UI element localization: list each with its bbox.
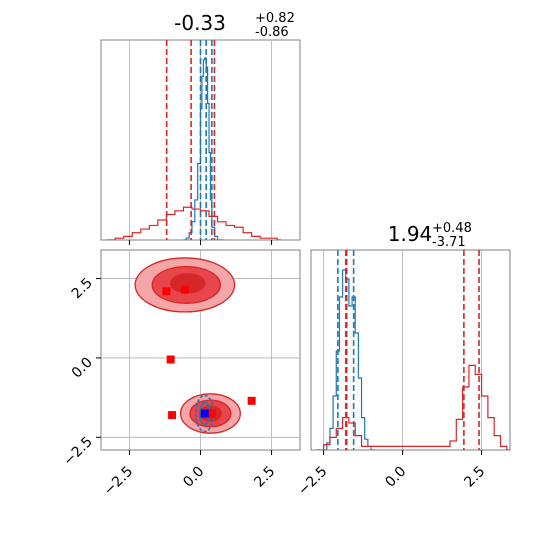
red-square-marker <box>247 396 256 405</box>
red-square-marker <box>166 355 175 364</box>
blue-histogram <box>323 269 376 450</box>
marginal-y-ticks: −2.5 0.0 2.5 <box>295 450 488 499</box>
marginal-x-ticks <box>128 240 273 245</box>
red-histogram <box>106 206 282 240</box>
red-square-marker <box>180 285 189 294</box>
y-tick-label: −2.5 <box>60 434 95 469</box>
x-tick-label: 2.5 <box>251 464 278 491</box>
red-histogram <box>317 364 510 450</box>
marginal-y-title-minus: -3.71 <box>432 235 466 250</box>
marginal-x-title-value: -0.33 <box>174 11 226 35</box>
joint-markers <box>162 285 256 420</box>
marginal-x-panel: -0.33 +0.82 -0.86 <box>100 11 301 245</box>
marginal-y-histograms <box>317 250 510 450</box>
marginal-y-grid <box>323 250 482 450</box>
blue-histogram <box>183 57 225 240</box>
joint-panel: −2.5 0.0 2.5 −2.5 0.0 2.5 <box>60 249 301 499</box>
red-square-marker <box>207 409 216 418</box>
marginal-y-title-value: 1.94 <box>388 222 433 246</box>
red-square-marker <box>162 287 171 296</box>
x-tick-label: 2.5 <box>461 464 488 491</box>
marginal-x-title: -0.33 <box>174 11 226 35</box>
y-tick-label: 2.5 <box>69 275 96 302</box>
x-tick-label: −2.5 <box>295 464 330 499</box>
x-tick-label: 0.0 <box>382 464 409 491</box>
marginal-y-frame <box>310 249 511 451</box>
red-square-marker <box>168 411 177 420</box>
marginal-y-title-plus: +0.48 <box>432 221 472 236</box>
marginal-x-title-minus: -0.86 <box>255 25 289 40</box>
marginal-y-panel: −2.5 0.0 2.5 1.94 +0.48 -3.71 <box>295 221 511 499</box>
marginal-x-title-plus: +0.82 <box>255 11 295 26</box>
x-tick-label: −2.5 <box>101 464 136 499</box>
marginal-y-title: 1.94 <box>388 222 433 246</box>
y-tick-label: 0.0 <box>69 354 96 381</box>
x-tick-label: 0.0 <box>180 464 207 491</box>
marginal-x-histograms <box>106 40 282 240</box>
blue-square-marker <box>200 409 209 418</box>
